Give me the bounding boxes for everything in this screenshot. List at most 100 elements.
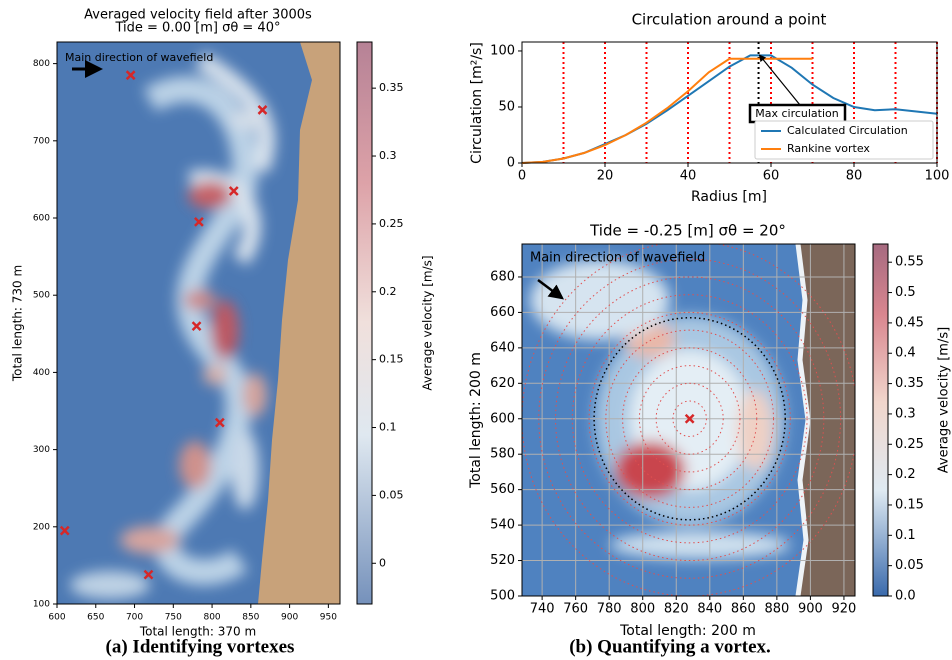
y-axis-label: Total length: 730 m [11,265,25,382]
x-tick-label: 860 [731,602,756,617]
x-tick-label: 850 [242,613,259,623]
radius-circle [538,258,842,579]
colorbar-tick-label: 0.35 [895,376,924,391]
y-tick-label: 0 [507,156,515,171]
y-tick-label: 100 [490,43,515,58]
caption: (a) Identifying vortexes [106,636,295,657]
radius-circle [588,311,791,526]
x-axis-label: Total length: 200 m [619,623,756,639]
y-tick-label: 50 [498,99,515,114]
y-tick-label: 620 [490,376,515,391]
y-tick-label: 680 [490,269,515,284]
colorbar-label: Average velocity [m/s] [421,255,435,390]
annotation: Max circulation [755,107,839,120]
chart-title: Averaged velocity field after 3000s [84,8,312,23]
plot-frame [56,41,341,605]
x-tick-label: 100 [925,169,950,184]
vortex-marker [125,70,136,81]
vortex-marker [191,321,202,331]
legend-label: Calculated Circulation [787,124,908,137]
x-tick-label: 700 [126,613,143,623]
vortex-marker [257,105,268,115]
y-tick-label: 520 [490,553,515,568]
colorbar-tick-label: 0.1 [895,528,916,543]
x-tick-label: 800 [203,613,220,623]
colorbar [872,243,889,597]
max-radius-circle [593,316,786,521]
chart-title: Circulation around a point [632,11,827,29]
colorbar-tick-label: 0.05 [895,558,924,573]
y-axis-label: Total length: 200 m [468,352,484,489]
colorbar-label: Average velocity [m/s] [937,327,952,473]
colorbar-tick-label: 0.45 [895,315,924,330]
x-axis-label: Total length: 370 m [139,625,256,639]
y-tick-label: 600 [33,214,50,224]
y-tick-label: 700 [33,136,50,146]
annotation-arrow [758,54,801,106]
colorbar-tick-label: 0.3 [379,149,397,162]
colorbar-tick-label: 0.4 [895,346,916,361]
annotation: Main direction of wavefield [530,251,705,266]
colorbar-tick-label: 0.1 [379,421,397,434]
x-tick-label: 840 [697,602,722,617]
radius-circle [555,276,825,562]
radius-circle [638,365,741,473]
y-tick-label: 580 [490,447,515,462]
x-tick-label: 920 [832,602,857,617]
radius-circle [672,400,707,437]
plot-frame [521,41,938,164]
vortex-marker [214,417,225,428]
x-tick-label: 780 [597,602,622,617]
field-image [57,42,340,604]
vortex-marker [143,569,154,580]
y-tick-label: 540 [490,518,515,533]
caption: (b) Quantifying a vortex. [569,636,771,657]
y-tick-label: 640 [490,340,515,355]
radius-circle [655,382,724,455]
y-tick-label: 560 [490,482,515,497]
y-tick-label: 500 [33,291,50,301]
colorbar-tick-label: 0.2 [895,467,916,482]
vortex-marker [228,186,239,196]
colorbar [356,41,373,605]
x-tick-label: 80 [846,169,863,184]
x-tick-label: 950 [320,613,337,623]
circles [522,244,855,596]
colorbar-tick-label: 0.25 [379,217,404,230]
vortex-marker [684,413,695,424]
y-tick-label: 100 [33,600,50,610]
annotation-arrow [537,279,564,300]
colorbar-tick-label: 0.5 [895,285,916,300]
colorbar-tick-label: 0.2 [379,285,397,298]
x-tick-label: 880 [764,602,789,617]
colorbar-tick-label: 0.0 [895,589,916,604]
x-tick-label: 0 [518,169,526,184]
x-tick-label: 60 [763,169,780,184]
radius-circle [622,347,758,491]
colorbar-tick-label: 0.15 [379,353,404,366]
y-tick-label: 200 [33,522,50,532]
y-tick-label: 500 [490,589,515,604]
colorbar-tick-label: 0.05 [379,488,404,501]
x-tick-label: 600 [48,613,65,623]
colorbar-tick-label: 0 [379,556,386,569]
y-axis-label: Circulation [m²/s] [469,42,485,164]
x-tick-label: 900 [281,613,298,623]
colorbar-tick-label: 0.35 [379,81,404,94]
x-tick-label: 650 [87,613,104,623]
y-tick-label: 300 [33,445,50,455]
colorbar-tick-label: 0.55 [895,255,924,270]
legend-box [754,120,934,160]
x-tick-label: 750 [165,613,182,623]
annotation: Main direction of wavefield [65,51,213,64]
x-tick-label: 800 [630,602,655,617]
x-tick-label: 760 [563,602,588,617]
radius-circle [605,329,775,508]
x-tick-label: 40 [680,169,697,184]
chart-subtitle: Tide = 0.00 [m] σθ = 40° [115,21,281,36]
x-axis-label: Radius [m] [691,189,767,205]
plot-frame [521,243,856,597]
y-tick-label: 600 [490,411,515,426]
